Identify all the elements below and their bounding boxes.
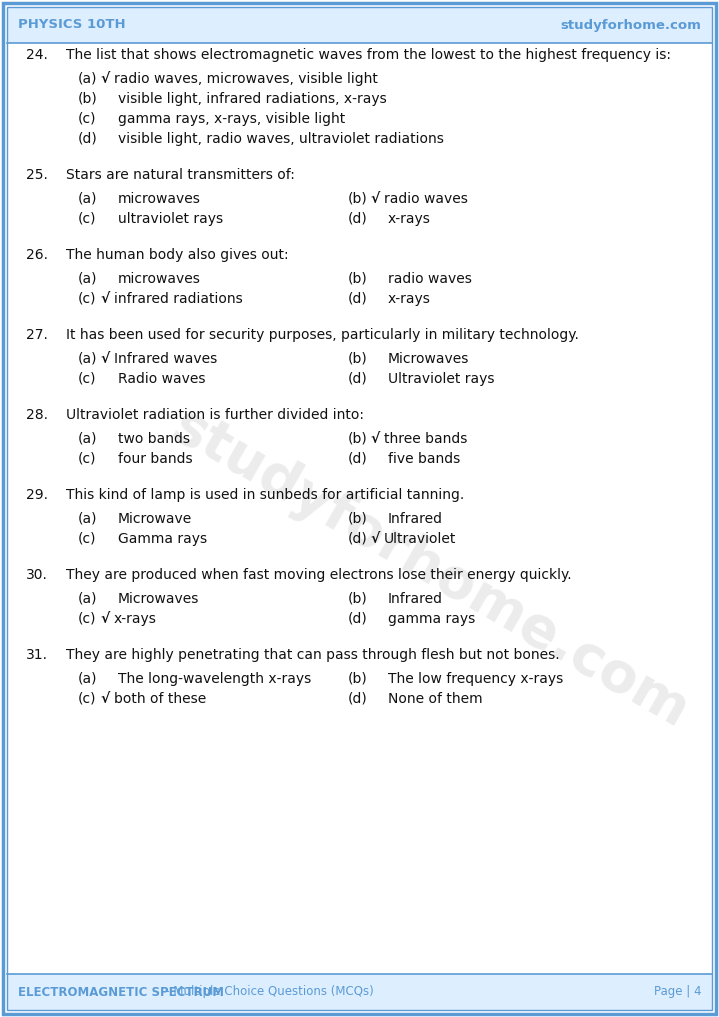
Text: x-rays: x-rays [388,292,431,306]
Text: (b): (b) [348,192,367,206]
Text: (a): (a) [78,672,98,686]
Text: (a): (a) [78,272,98,286]
Text: ELECTROMAGNETIC SPECTRUM: ELECTROMAGNETIC SPECTRUM [18,985,224,999]
Text: (c): (c) [78,532,96,546]
Text: five bands: five bands [388,452,460,466]
Text: √: √ [370,532,379,546]
Text: microwaves: microwaves [118,192,201,206]
Text: radio waves: radio waves [384,192,468,206]
Text: radio waves, microwaves, visible light: radio waves, microwaves, visible light [114,72,378,86]
Text: infrared radiations: infrared radiations [114,292,243,306]
Text: Ultraviolet: Ultraviolet [384,532,457,546]
Text: microwaves: microwaves [118,272,201,286]
Text: Infrared: Infrared [388,592,443,606]
Text: 27.: 27. [26,328,48,342]
Text: Microwaves: Microwaves [388,352,470,366]
Text: (a): (a) [78,592,98,606]
Text: Microwave: Microwave [118,512,192,526]
Text: Infrared waves: Infrared waves [114,352,217,366]
Text: (c): (c) [78,112,96,126]
Text: 26.: 26. [26,248,48,262]
Text: √: √ [370,432,379,446]
Text: Ultraviolet radiation is further divided into:: Ultraviolet radiation is further divided… [66,408,364,422]
Text: 28.: 28. [26,408,48,422]
Text: √: √ [100,352,109,366]
Text: None of them: None of them [388,692,482,706]
Text: (d): (d) [348,212,367,226]
Text: (b): (b) [348,672,367,686]
Text: visible light, radio waves, ultraviolet radiations: visible light, radio waves, ultraviolet … [118,132,444,146]
Text: The low frequency x-rays: The low frequency x-rays [388,672,563,686]
Bar [7,7,712,43]
Text: (d): (d) [348,452,367,466]
Text: (c): (c) [78,692,96,706]
Text: The human body also gives out:: The human body also gives out: [66,248,288,262]
Text: This kind of lamp is used in sunbeds for artificial tanning.: This kind of lamp is used in sunbeds for… [66,488,464,502]
Text: They are produced when fast moving electrons lose their energy quickly.: They are produced when fast moving elect… [66,569,572,582]
Text: (d): (d) [348,612,367,626]
Text: (c): (c) [78,612,96,626]
Text: ultraviolet rays: ultraviolet rays [118,212,223,226]
Text: (d): (d) [78,132,98,146]
Text: (b): (b) [348,592,367,606]
Text: They are highly penetrating that can pass through flesh but not bones.: They are highly penetrating that can pas… [66,648,559,662]
Text: (c): (c) [78,212,96,226]
Text: (d): (d) [348,292,367,306]
Text: gamma rays, x-rays, visible light: gamma rays, x-rays, visible light [118,112,345,126]
Text: 29.: 29. [26,488,48,502]
Text: The long-wavelength x-rays: The long-wavelength x-rays [118,672,311,686]
Text: (a): (a) [78,432,98,446]
Text: four bands: four bands [118,452,193,466]
Text: √: √ [100,72,109,86]
Text: Stars are natural transmitters of:: Stars are natural transmitters of: [66,168,295,182]
Text: Gamma rays: Gamma rays [118,532,207,546]
Bar [7,974,712,1010]
Text: – Multiple Choice Questions (MCQs): – Multiple Choice Questions (MCQs) [160,985,373,999]
Text: studyforhome.com: studyforhome.com [162,399,698,739]
Text: (c): (c) [78,292,96,306]
Text: both of these: both of these [114,692,206,706]
Text: (a): (a) [78,192,98,206]
Text: (c): (c) [78,372,96,386]
Text: (b): (b) [78,92,98,106]
Text: studyforhome.com: studyforhome.com [560,18,701,32]
Text: (d): (d) [348,372,367,386]
Text: √: √ [100,612,109,626]
Text: 31.: 31. [26,648,48,662]
Text: The list that shows electromagnetic waves from the lowest to the highest frequen: The list that shows electromagnetic wave… [66,48,671,62]
Text: x-rays: x-rays [114,612,157,626]
Text: √: √ [370,192,379,206]
Text: 25.: 25. [26,168,48,182]
Text: visible light, infrared radiations, x-rays: visible light, infrared radiations, x-ra… [118,92,387,106]
Text: (d): (d) [348,532,367,546]
Text: Ultraviolet rays: Ultraviolet rays [388,372,495,386]
Text: radio waves: radio waves [388,272,472,286]
Text: It has been used for security purposes, particularly in military technology.: It has been used for security purposes, … [66,328,579,342]
Text: √: √ [100,692,109,706]
Text: two bands: two bands [118,432,190,446]
Text: (b): (b) [348,512,367,526]
Text: Radio waves: Radio waves [118,372,206,386]
Text: √: √ [100,292,109,306]
Text: (d): (d) [348,692,367,706]
Text: 24.: 24. [26,48,48,62]
Text: PHYSICS 10TH: PHYSICS 10TH [18,18,126,32]
Text: 30.: 30. [26,569,48,582]
Text: Microwaves: Microwaves [118,592,199,606]
Text: (b): (b) [348,352,367,366]
Text: Page | 4: Page | 4 [654,985,701,999]
Text: (a): (a) [78,72,98,86]
Text: (b): (b) [348,432,367,446]
Text: (a): (a) [78,352,98,366]
Text: (c): (c) [78,452,96,466]
Text: gamma rays: gamma rays [388,612,475,626]
Text: x-rays: x-rays [388,212,431,226]
Text: Infrared: Infrared [388,512,443,526]
Text: three bands: three bands [384,432,467,446]
Text: (b): (b) [348,272,367,286]
Text: (a): (a) [78,512,98,526]
